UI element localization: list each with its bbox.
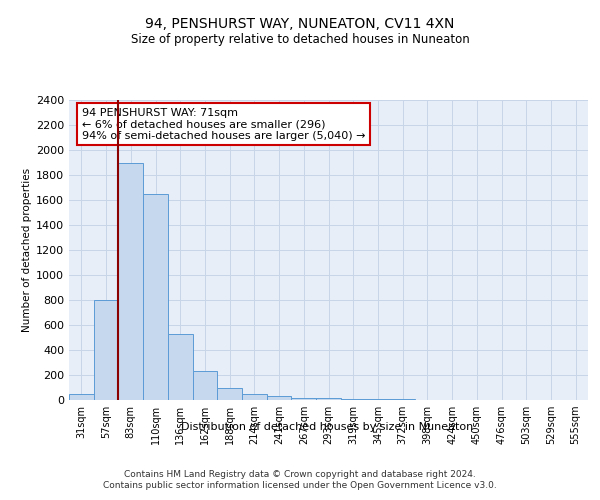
Text: Contains public sector information licensed under the Open Government Licence v3: Contains public sector information licen… xyxy=(103,481,497,490)
Bar xyxy=(267,396,292,400)
Bar xyxy=(365,399,390,400)
Bar xyxy=(168,334,193,400)
Text: 94 PENSHURST WAY: 71sqm
← 6% of detached houses are smaller (296)
94% of semi-de: 94 PENSHURST WAY: 71sqm ← 6% of detached… xyxy=(82,108,365,140)
Bar xyxy=(341,399,365,400)
Bar xyxy=(316,398,341,400)
Bar xyxy=(217,388,242,400)
Bar xyxy=(94,300,118,400)
Text: 94, PENSHURST WAY, NUNEATON, CV11 4XN: 94, PENSHURST WAY, NUNEATON, CV11 4XN xyxy=(145,18,455,32)
Bar xyxy=(242,394,267,400)
Text: Contains HM Land Registry data © Crown copyright and database right 2024.: Contains HM Land Registry data © Crown c… xyxy=(124,470,476,479)
Y-axis label: Number of detached properties: Number of detached properties xyxy=(22,168,32,332)
Bar xyxy=(143,194,168,400)
Bar xyxy=(69,394,94,400)
Bar xyxy=(292,398,316,400)
Bar xyxy=(118,162,143,400)
Bar xyxy=(193,371,217,400)
Text: Distribution of detached houses by size in Nuneaton: Distribution of detached houses by size … xyxy=(181,422,473,432)
Text: Size of property relative to detached houses in Nuneaton: Size of property relative to detached ho… xyxy=(131,32,469,46)
